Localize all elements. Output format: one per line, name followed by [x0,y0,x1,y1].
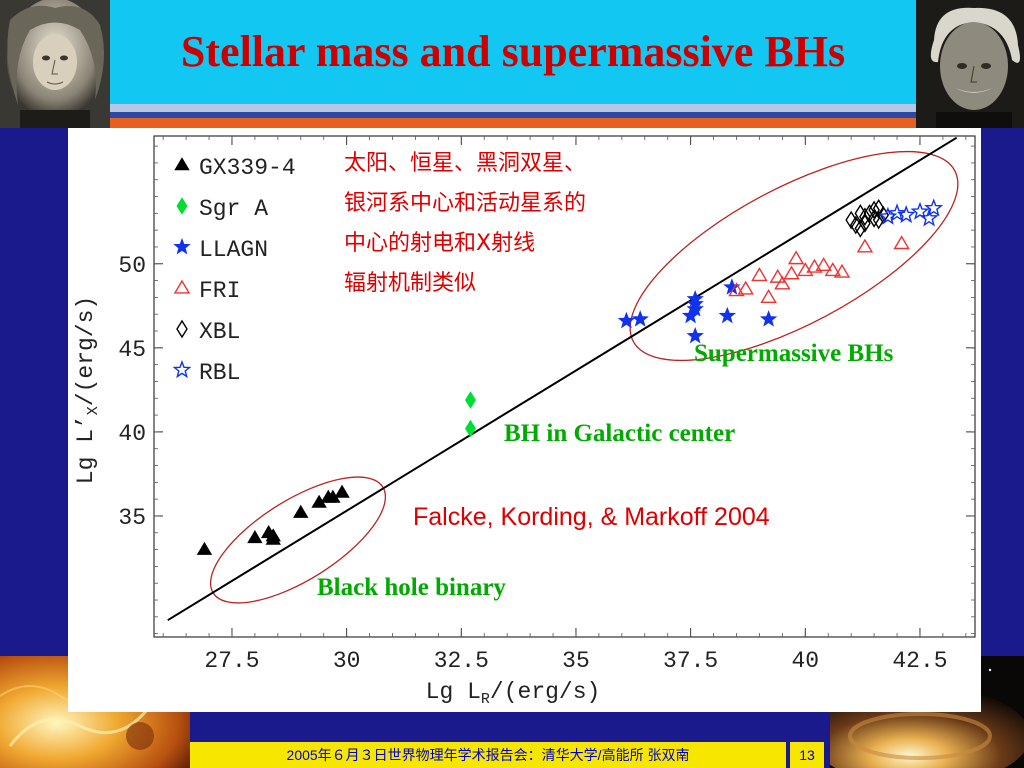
point-fri [737,280,754,295]
point-fri [815,257,832,272]
point-xbl [868,200,880,220]
slide-title: Stellar mass and supermassive BHs [180,27,846,76]
point-gx339-4 [334,484,350,498]
point-fri [760,289,777,303]
point-sgr-a [465,391,476,409]
plot-frame [153,135,976,638]
x-axis-label: Lg LR/(erg/s) [426,679,601,708]
point-xbl [845,210,857,230]
x-tick-label: 35 [562,648,590,674]
title-stripe-blue [110,112,916,118]
scatter-chart: 27.5 30 32.5 35 37.5 40 42.5 35 40 45 50 GX339-4 Sg… [73,135,976,708]
y-axis-label: Lg L’X/(erg/s) [73,296,102,484]
legend-marker-fri [173,279,191,294]
point-rbl [896,205,916,224]
point-gx339-4 [293,504,309,518]
point-rbl [887,203,907,222]
y-tick-label: 50 [118,253,146,279]
legend-label-gx339-4: GX339-4 [199,155,296,181]
point-fri [728,282,745,297]
legend-label-fri: FRI [199,278,240,304]
footer-text: 2005年６月３日世界物理年学术报告会：清华大学/高能所 张双南 [190,742,786,768]
point-gx339-4 [196,541,213,555]
point-fri [893,235,910,250]
galactic-center-label: BH in Galactic center [504,420,735,447]
legend-marker-sgr-a [176,197,188,215]
svg-text:银河系中心和活动星系的: 银河系中心和活动星系的 [344,191,586,216]
legend-label-llagn: LLAGN [199,237,268,263]
plot-panel: 27.5 30 32.5 35 37.5 40 42.5 35 40 45 50 GX339-4 Sg… [68,128,981,712]
point-xbl [868,209,880,228]
point-llagn [718,306,736,324]
point-fri [769,268,787,283]
point-llagn [686,300,704,317]
legend-marker-llagn [173,237,191,255]
supermassive-label: Supermassive BHs [694,340,894,367]
title-stripe-orange [110,118,916,128]
x-tick-label: 40 [791,648,819,674]
svg-text:太阳、恒星、黑洞双星、: 太阳、恒星、黑洞双星、 [344,151,586,176]
point-rbl [919,208,939,227]
x-tick-label: 37.5 [663,648,718,674]
point-fri [797,262,814,277]
point-fri [833,263,851,278]
legend-marker-gx339-4 [174,157,190,171]
legend-label-sgr-a: Sgr A [199,196,268,222]
svg-text:辐射机制类似: 辐射机制类似 [344,271,476,296]
supermassive-ellipse [629,150,959,362]
right-portrait-image [916,0,1024,128]
legend: GX339-4 Sgr A LLAGN FRI XBL RBL [172,155,296,386]
page-number: 13 [790,742,824,768]
legend-marker-xbl [176,319,188,339]
x-tick-label: 32.5 [434,648,489,674]
data-points [196,198,944,555]
point-llagn [631,310,649,327]
point-gx339-4 [265,528,281,542]
point-fri [806,258,823,273]
point-fri [783,265,800,280]
point-xbl [859,207,871,227]
point-xbl [872,210,885,230]
point-xbl [859,214,871,233]
fit-line [167,136,958,622]
y-tick-label: 45 [118,337,146,363]
point-fri [751,267,768,282]
regression-line [167,136,958,622]
axes: 27.5 30 32.5 35 37.5 40 42.5 35 40 45 50 [118,135,976,674]
highlight-ellipses [209,150,959,604]
citation-label: Falcke, Kording, & Markoff 2004 [413,503,770,531]
point-rbl [924,198,944,217]
point-xbl [854,219,867,238]
left-portrait-image [0,0,110,128]
point-llagn [759,310,778,327]
point-sgr-a [465,419,476,438]
binary-label: Black hole binary [317,574,506,601]
svg-text:中心的射电和X射线: 中心的射电和X射线 [344,231,535,256]
title-stripe-light [110,104,916,112]
point-gx339-4 [247,530,263,544]
title-bar: Stellar mass and supermassive BHs [110,0,916,104]
legend-label-xbl: XBL [199,319,240,345]
chinese-annotation: 太阳、恒星、黑洞双星、 银河系中心和活动星系的 中心的射电和X射线 辐射机制类似 [344,151,586,296]
point-fri [856,238,874,253]
point-rbl [910,201,930,220]
point-fri [787,250,805,265]
point-fri [824,262,842,277]
point-xbl [863,204,876,223]
legend-label-rbl: RBL [199,360,240,386]
point-fri [774,275,791,290]
legend-marker-rbl [172,360,192,379]
point-llagn [686,326,704,344]
x-tick-label: 42.5 [892,648,947,674]
x-tick-label: 30 [333,648,361,674]
point-llagn [617,311,636,329]
y-tick-label: 40 [118,421,146,447]
y-tick-label: 35 [118,505,146,531]
x-tick-label: 27.5 [204,648,259,674]
